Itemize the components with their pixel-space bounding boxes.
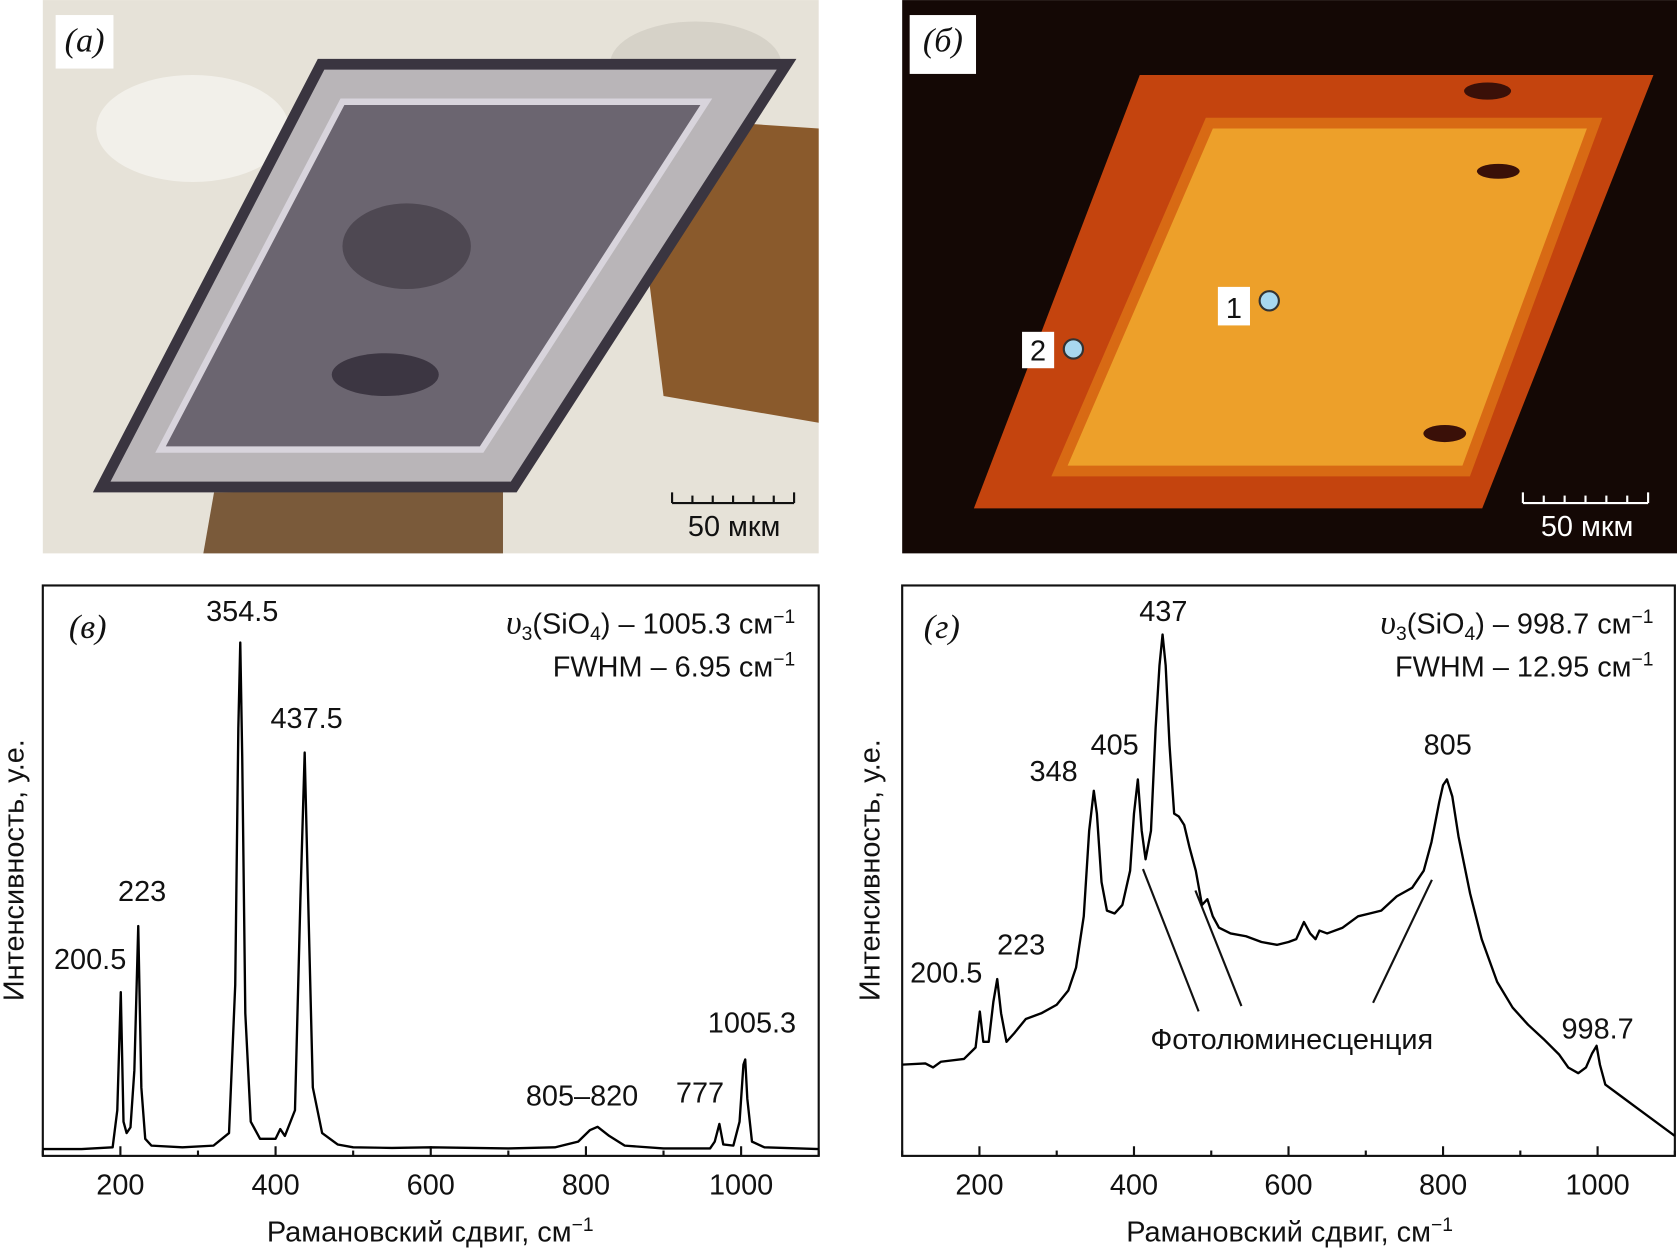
band-subscript: 3 (1396, 624, 1407, 645)
scale-bar-label: 50 мкм (688, 511, 780, 543)
y-axis-label: Интенсивность, у.е. (855, 739, 887, 1001)
photo-grain (203, 487, 503, 554)
peak-label: 805–820 (526, 1081, 638, 1113)
peak-label: 437 (1139, 596, 1187, 628)
point-marker (1258, 290, 1280, 312)
point-label-box (1217, 286, 1250, 326)
crystal-inclusions (342, 203, 471, 290)
fwhm-text: FWHM – 6.95 см (553, 651, 773, 683)
panel-label-box (909, 15, 977, 74)
point-label: 1 (1226, 293, 1242, 325)
crystal-inclusions (1423, 424, 1467, 443)
note-pointers (1141, 868, 1433, 1012)
peak-label: 998.7 (1561, 1013, 1633, 1045)
x-tick-label: 200 (96, 1169, 144, 1201)
x-tick-label: 800 (562, 1169, 610, 1201)
crystal-inclusions (1464, 82, 1512, 100)
band-label: υ3(SiO4) – 1005.3 см−1 (506, 604, 795, 645)
point-label-box (1022, 331, 1055, 369)
band-symbol: υ (506, 604, 522, 642)
photo-b: (б) 1 2 50 мкм (902, 0, 1677, 554)
peak-label: 223 (118, 876, 166, 908)
peak-label: 405 (1091, 729, 1139, 761)
peak-label: 200.5 (910, 957, 982, 989)
x-tick-label: 800 (1419, 1169, 1467, 1201)
scale-bar-label: 50 мкм (1541, 511, 1633, 543)
fwhm-text: FWHM – 12.95 см (1395, 651, 1631, 683)
scale-bar (1521, 492, 1650, 505)
x-axis-superscript: −1 (1431, 1215, 1453, 1236)
peak-label: 200.5 (54, 944, 126, 976)
crystal-inclusions (331, 353, 439, 397)
x-tick-label: 400 (1110, 1169, 1158, 1201)
x-tick-label: 400 (251, 1169, 299, 1201)
spectrum-line (42, 641, 819, 1151)
peak-label: 348 (1030, 756, 1078, 788)
x-tick-label: 600 (407, 1169, 455, 1201)
scale-bar (671, 492, 796, 505)
x-axis-label: Рамановский сдвиг, см−1 (1126, 1215, 1453, 1248)
band-superscript: −1 (1632, 607, 1654, 628)
point-label: 2 (1030, 336, 1046, 368)
x-axis-text: Рамановский сдвиг, см (267, 1217, 572, 1248)
fwhm-label: FWHM – 6.95 см−1 (553, 650, 795, 684)
crystal-inclusions (1476, 163, 1520, 179)
peak-label: 777 (676, 1077, 724, 1109)
fwhm-superscript: −1 (1632, 650, 1654, 671)
band-label: υ3(SiO4) – 998.7 см−1 (1380, 604, 1653, 645)
panel-label-box (55, 15, 114, 69)
photo-a: (а) 50 мкм (42, 0, 819, 554)
x-tick-label: 600 (1264, 1169, 1312, 1201)
spectrum-line (902, 633, 1676, 1137)
x-tick-label: 200 (955, 1169, 1003, 1201)
photo-texture (96, 74, 289, 183)
band-subscript: 4 (1464, 624, 1475, 645)
peak-label: 354.5 (206, 596, 278, 628)
x-tick-label: 1000 (709, 1169, 773, 1201)
fwhm-label: FWHM – 12.95 см−1 (1395, 650, 1653, 684)
x-axis-text: Рамановский сдвиг, см (1126, 1217, 1431, 1248)
panel-label: (б) (923, 21, 963, 59)
annotation-note: Фотолюминесценция (1150, 1024, 1433, 1056)
crystal-core (1051, 117, 1603, 477)
band-subscript: 3 (522, 624, 533, 645)
panel-label: (в) (69, 608, 107, 646)
band-text: (SiO (1407, 609, 1465, 641)
band-text: ) – 1005.3 см (601, 609, 773, 641)
fwhm-superscript: −1 (773, 650, 795, 671)
band-subscript: 4 (590, 624, 601, 645)
band-text: (SiO (532, 609, 590, 641)
peak-label: 223 (997, 930, 1045, 962)
peak-label: 437.5 (270, 703, 342, 735)
peak-label: 1005.3 (708, 1008, 796, 1040)
panel-label: (г) (924, 608, 960, 646)
peak-label: 805 (1424, 729, 1472, 761)
x-axis-superscript: −1 (572, 1215, 594, 1236)
x-axis-label: Рамановский сдвиг, см−1 (267, 1215, 594, 1248)
point-marker (1062, 338, 1085, 360)
panel-label: (а) (65, 21, 105, 59)
band-superscript: −1 (773, 607, 795, 628)
band-text: ) – 998.7 см (1475, 609, 1631, 641)
band-symbol: υ (1380, 604, 1396, 642)
y-axis-label: Интенсивность, у.е. (0, 739, 31, 1001)
x-tick-label: 1000 (1565, 1169, 1629, 1201)
